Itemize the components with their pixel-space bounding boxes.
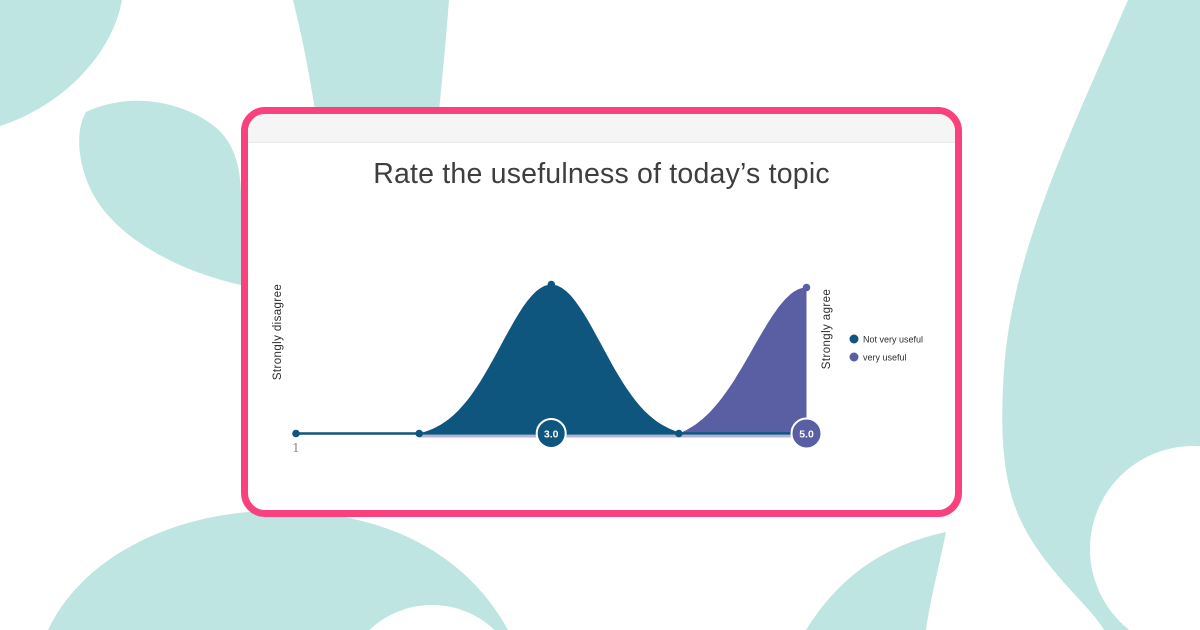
marker-dot bbox=[547, 280, 556, 289]
peak-badge-3: 3.0 bbox=[535, 418, 567, 449]
bg-cutout-bottom-right bbox=[1090, 446, 1200, 630]
marker-dot bbox=[802, 283, 811, 292]
area-very-useful bbox=[678, 287, 807, 434]
x-axis-start-tick: 1 bbox=[292, 440, 300, 455]
legend-label-very-useful: very useful bbox=[863, 352, 907, 362]
bg-wedge-bottom-center bbox=[806, 532, 946, 630]
series-markers bbox=[292, 280, 811, 438]
poll-question-title: Rate the usefulness of today’s topic bbox=[373, 158, 830, 190]
card-header-bar bbox=[248, 114, 955, 143]
chart-legend: Not very useful very useful bbox=[849, 334, 923, 362]
bg-blob-top-left bbox=[0, 0, 122, 126]
right-axis-label: Strongly agree bbox=[821, 289, 833, 369]
marker-dot bbox=[415, 429, 423, 438]
legend-label-not-very-useful: Not very useful bbox=[863, 334, 923, 344]
legend-dot-very-useful bbox=[849, 352, 859, 362]
distribution-chart: 3.0 5.0 1 Strongly disagree Strongly agr… bbox=[272, 280, 923, 455]
area-not-very-useful bbox=[419, 284, 679, 434]
legend-dot-not-very-useful bbox=[849, 334, 859, 344]
peak-badge-5-label: 5.0 bbox=[799, 428, 814, 440]
bg-blob-top-strip bbox=[293, 0, 449, 122]
peak-badge-5: 5.0 bbox=[790, 417, 823, 450]
bg-blob-left-wedge bbox=[79, 100, 241, 285]
bg-blob-bottom-left bbox=[48, 510, 508, 630]
marker-dot bbox=[292, 429, 300, 438]
bg-cutout-bottom-left bbox=[369, 605, 495, 630]
peak-badge-3-label: 3.0 bbox=[544, 428, 559, 440]
marker-dot bbox=[675, 429, 683, 438]
survey-card: Rate the usefulness of today’s topic 3.0… bbox=[241, 107, 962, 517]
left-axis-label: Strongly disagree bbox=[272, 284, 284, 380]
